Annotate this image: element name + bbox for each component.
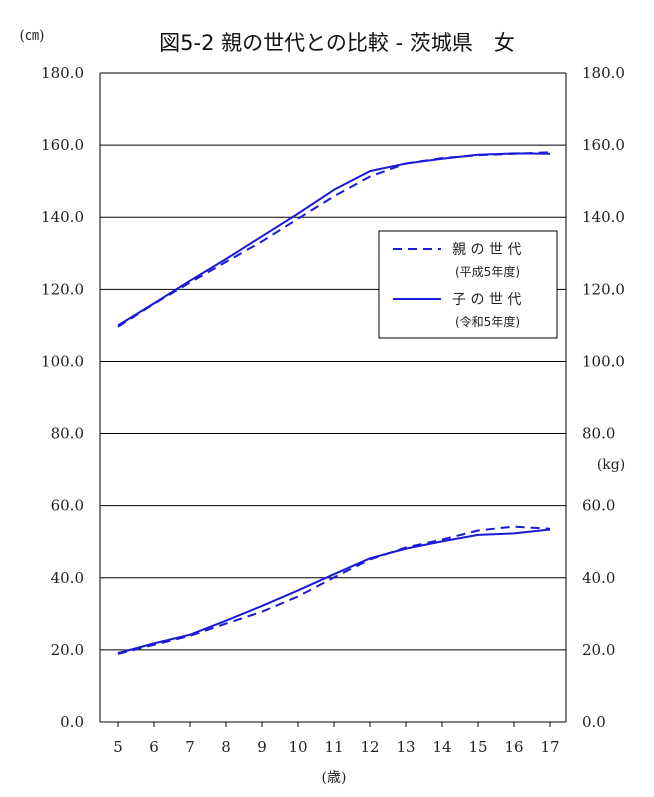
y-tick-label-right: 0.0 xyxy=(582,713,606,731)
x-tick-label: 14 xyxy=(432,738,451,756)
legend: 親 の 世 代 (平成5年度) 子 の 世 代 (令和5年度) xyxy=(378,230,558,339)
y-tick-label-left: 120.0 xyxy=(41,280,84,298)
series-line-weight-solid xyxy=(117,528,551,655)
x-tick-label: 13 xyxy=(396,738,415,756)
series-line-height-solid xyxy=(117,152,551,327)
y-tick-label-left: 40.0 xyxy=(51,569,84,587)
y-tick-label-left: 180.0 xyxy=(41,64,84,82)
y-tick-label-right: 160.0 xyxy=(582,136,625,154)
x-tick-label: 8 xyxy=(221,738,231,756)
gridlines xyxy=(100,72,566,723)
left-unit-label: (㎝) xyxy=(20,28,45,44)
x-tick-label: 15 xyxy=(468,738,487,756)
right-unit-label: (kg) xyxy=(597,457,625,473)
y-tick-label-right: 120.0 xyxy=(582,280,625,298)
y-tick-label-left: 80.0 xyxy=(51,425,84,443)
x-tick-label: 16 xyxy=(504,738,523,756)
y-tick-label-left: 140.0 xyxy=(41,208,84,226)
y-tick-label-right: 40.0 xyxy=(582,569,615,587)
y-tick-label-left: 20.0 xyxy=(51,641,84,659)
axes xyxy=(99,73,567,727)
x-tick-label: 11 xyxy=(324,738,343,756)
y-tick-label-right: 140.0 xyxy=(582,208,625,226)
chart-title: 図5-2 親の世代との比較 - 茨城県 女 xyxy=(159,31,515,55)
x-tick-label: 5 xyxy=(113,738,123,756)
y-tick-label-right: 180.0 xyxy=(582,64,625,82)
series-line-weight-dashed xyxy=(117,525,551,655)
x-tick-label: 9 xyxy=(257,738,267,756)
y-tick-label-left: 0.0 xyxy=(60,713,84,731)
y-tick-label-right: 60.0 xyxy=(582,497,615,515)
x-tick-label: 12 xyxy=(360,738,379,756)
x-tick-label: 7 xyxy=(185,738,195,756)
y-tick-label-left: 160.0 xyxy=(41,136,84,154)
y-tick-label-left: 100.0 xyxy=(41,352,84,370)
x-tick-label: 6 xyxy=(149,738,159,756)
x-tick-label: 10 xyxy=(288,738,307,756)
legend-label-parent: 親 の 世 代 xyxy=(452,242,521,258)
y-tick-label-left: 60.0 xyxy=(51,497,84,515)
series-lines xyxy=(117,151,551,655)
y-tick-label-right: 100.0 xyxy=(582,352,625,370)
legend-sub-parent: (平成5年度) xyxy=(455,264,520,279)
y-tick-label-right: 80.0 xyxy=(582,425,615,443)
tick-labels: 0.0 0.0 20.0 20.0 40.0 40.0 60.0 60.0 80.0 80.0 10… xyxy=(41,64,625,756)
x-tick-label: 17 xyxy=(540,738,559,756)
legend-sub-child: (令和5年度) xyxy=(455,314,520,329)
y-tick-label-right: 20.0 xyxy=(582,641,615,659)
x-axis-label: (歳) xyxy=(322,770,347,786)
legend-label-child: 子 の 世 代 xyxy=(452,292,521,308)
